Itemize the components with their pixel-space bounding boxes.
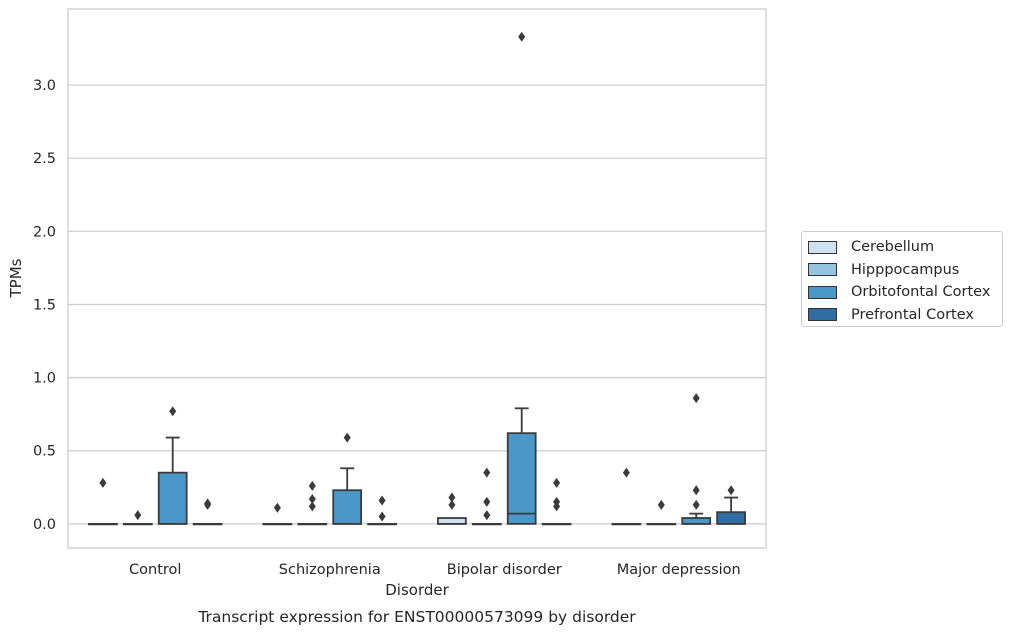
outlier-point (483, 467, 491, 478)
outlier-point (553, 496, 561, 507)
box-marks (88, 31, 746, 526)
legend-label: Orbitofontal Cortex (851, 284, 991, 301)
box-prefrontal-cortex (541, 477, 572, 526)
legend-label: Prefrontal Cortex (851, 306, 974, 323)
outlier-point (483, 496, 491, 507)
legend-item: Cerebellum (808, 236, 1002, 259)
legend-label: Cerebellum (851, 239, 935, 256)
gridlines (68, 84, 766, 525)
outlier-point (308, 480, 316, 491)
outlier-point (727, 485, 735, 496)
box-hipppocampus (297, 480, 328, 526)
outlier-point (134, 510, 142, 521)
box-orbitofontal-cortex (681, 393, 712, 525)
legend-swatch (808, 240, 837, 254)
legend-item: Hipppocampus (808, 259, 1002, 282)
outlier-point (657, 499, 665, 510)
y-tick-label: 3.0 (33, 78, 56, 94)
box (332, 489, 363, 525)
box-cerebellum (88, 477, 118, 526)
legend-swatch (808, 308, 837, 322)
box-hipppocampus (122, 510, 153, 526)
x-tick-labels: Control Schizophrenia Bipolar disorder Majo… (129, 562, 741, 578)
outlier-point (204, 498, 212, 509)
outlier-point (692, 499, 700, 510)
x-tick-label: Major depression (617, 562, 741, 578)
y-tick-label: 2.5 (33, 151, 56, 167)
box (157, 471, 188, 525)
box-cerebellum (262, 502, 293, 526)
legend-item: Orbitofontal Cortex (808, 281, 1002, 304)
outlier-point (448, 492, 456, 503)
y-tick-label: 0.5 (33, 444, 56, 460)
legend-item: Prefrontal Cortex (808, 304, 1002, 327)
y-tick-label: 0.0 (33, 517, 56, 533)
box-orbitofontal-cortex (332, 432, 363, 525)
box-hipppocampus (471, 467, 502, 526)
outlier-point (308, 501, 316, 512)
outlier-point (692, 393, 700, 404)
box-cerebellum (437, 492, 467, 525)
x-tick-label: Bipolar disorder (447, 562, 562, 578)
outlier-point (99, 477, 107, 488)
chart-title: Transcript expression for ENST0000057309… (197, 608, 636, 626)
box-prefrontal-cortex (192, 498, 223, 526)
outlier-point (343, 432, 351, 443)
box (506, 432, 537, 525)
outlier-point (518, 31, 526, 42)
box-cerebellum (611, 467, 642, 526)
x-tick-label: Schizophrenia (279, 562, 381, 578)
box-hipppocampus (646, 499, 677, 526)
outlier-point (553, 477, 561, 488)
y-tick-label: 1.5 (33, 297, 56, 313)
box-orbitofontal-cortex (506, 31, 537, 525)
legend-label: Hipppocampus (851, 261, 960, 278)
legend-swatch (808, 263, 837, 277)
plot-area (67, 8, 767, 549)
box-orbitofontal-cortex (157, 406, 188, 525)
outlier-point (169, 406, 177, 417)
outlier-point (308, 494, 316, 504)
y-tick-label: 2.0 (33, 224, 56, 240)
y-tick-label: 1.0 (33, 371, 56, 387)
box (716, 511, 746, 525)
y-axis-label: TPMs (7, 258, 25, 298)
outlier-point (622, 467, 630, 478)
outlier-point (483, 510, 491, 521)
outlier-point (692, 485, 700, 496)
box-prefrontal-cortex (367, 495, 397, 526)
outlier-point (448, 499, 456, 510)
box-prefrontal-cortex (716, 485, 746, 525)
x-tick-label: Control (129, 562, 181, 578)
y-tick-labels: 0.0 0.5 1.0 1.5 2.0 2.5 3.0 (33, 78, 56, 533)
outlier-point (378, 511, 386, 522)
legend: Cerebellum Hipppocampus Orbitofontal Corte… (801, 231, 1003, 327)
x-axis-label: Disorder (385, 581, 449, 599)
outlier-point (273, 502, 281, 513)
legend-swatch (808, 285, 837, 299)
outlier-point (378, 495, 386, 506)
